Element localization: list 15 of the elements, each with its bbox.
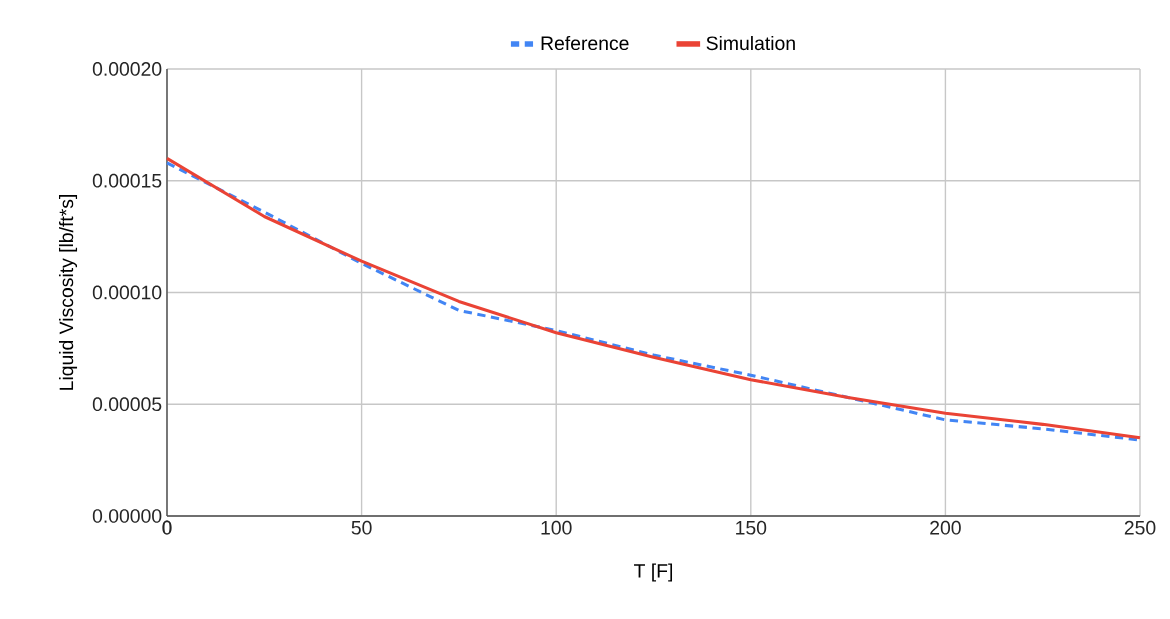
x-tick-label: 250 <box>1124 520 1156 535</box>
legend-label: Simulation <box>706 35 795 51</box>
y-axis-title: Liquid Viscosity [lb/ft*s] <box>58 195 78 390</box>
legend-label: Reference <box>541 35 629 51</box>
y-tick-label: 0.00005 <box>92 397 162 412</box>
y-tick-label: 0.00015 <box>92 173 162 188</box>
x-tick-label: 200 <box>930 520 961 535</box>
x-tick-label: 50 <box>351 520 372 535</box>
x-tick-label: 150 <box>736 520 767 535</box>
y-tick-label: 0.00010 <box>92 285 162 300</box>
x-axis-title: T [F] <box>634 563 673 582</box>
y-tick-label: 0.00020 <box>92 62 162 76</box>
x-tick-label: 0 <box>162 520 172 535</box>
y-tick-label: 0.00000 <box>92 509 162 523</box>
x-tick-label: 100 <box>541 520 572 535</box>
